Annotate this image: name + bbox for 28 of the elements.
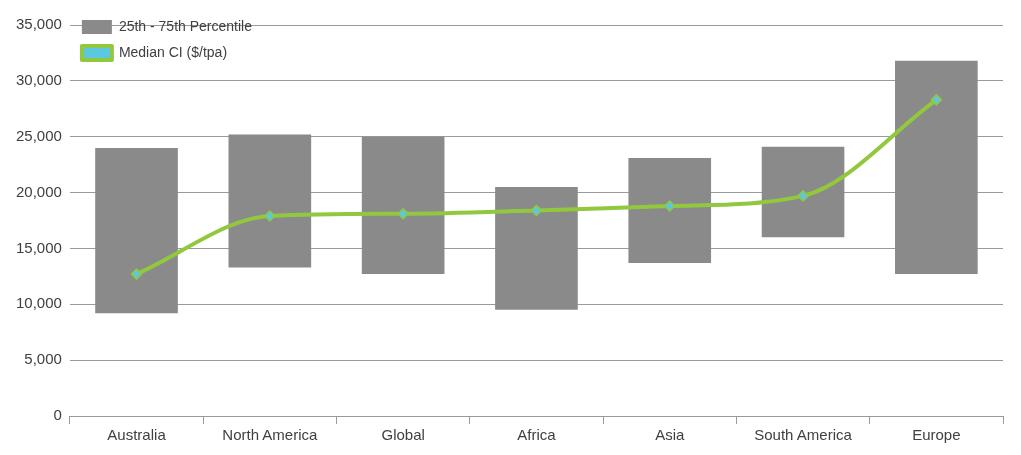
x-tick-label: Europe [912, 426, 961, 444]
y-tick-label: 0 [53, 406, 62, 424]
bar [495, 186, 578, 310]
bar [628, 157, 712, 263]
legend-label: 25th - 75th Percentile [118, 17, 253, 34]
point [930, 94, 943, 106]
bar [761, 146, 845, 238]
legend-label: Median CI ($/tpa) [118, 43, 228, 60]
y-tick-label: 35,000 [15, 15, 62, 33]
y-tick-label: 5,000 [24, 350, 62, 368]
x-tick-label: Global [381, 426, 425, 444]
x-tick-label: Africa [517, 426, 557, 444]
point [264, 210, 276, 222]
bar [361, 136, 445, 275]
y-tick-label: 15,000 [15, 238, 62, 256]
bar [895, 60, 978, 275]
x-tick-label: Australia [107, 426, 167, 444]
y-tick-label: 25,000 [15, 126, 62, 144]
y-tick-label: 20,000 [15, 182, 62, 200]
y-tick-label: 10,000 [15, 294, 62, 312]
bar [228, 134, 312, 268]
x-tick-label: Asia [655, 426, 685, 444]
point [130, 268, 143, 280]
x-tick-label: South America [754, 426, 853, 444]
point [797, 190, 809, 202]
x-tick-label: North America [222, 426, 318, 444]
bar [95, 147, 178, 314]
y-tick-label: 30,000 [15, 71, 62, 88]
